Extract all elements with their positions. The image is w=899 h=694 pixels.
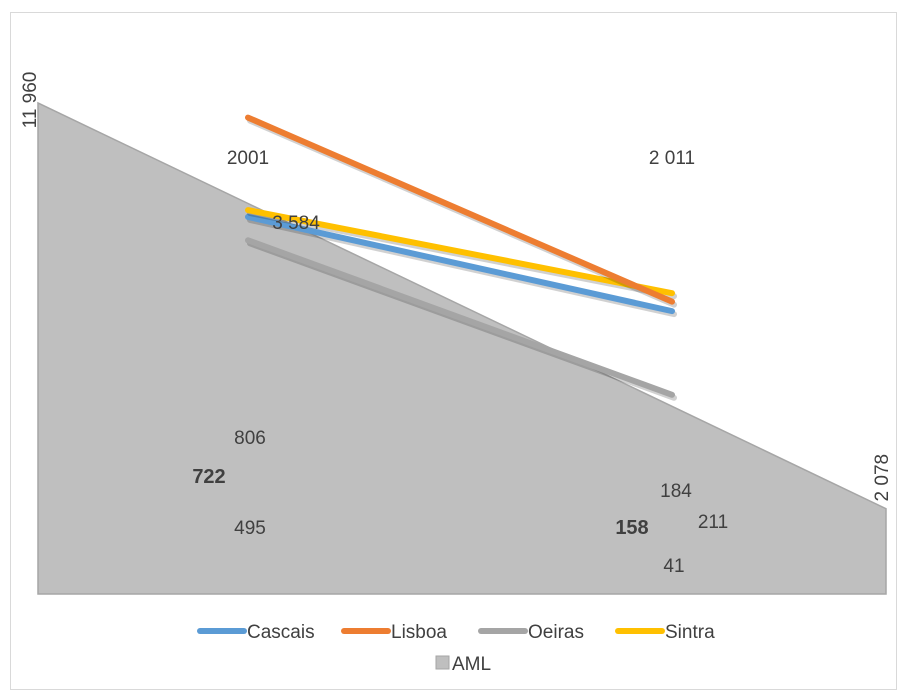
legend-label-cascais: Cascais — [247, 622, 315, 643]
series-line-oeiras — [245, 237, 675, 398]
data-labels: 722 158 3 584 184 495 41 806 211 — [192, 213, 728, 577]
series-line-cascais — [245, 213, 675, 315]
data-label-oeiras-1: 41 — [663, 556, 684, 577]
data-label-lisboa-1: 184 — [660, 481, 692, 502]
aml-end-label: 2 078 — [872, 454, 893, 502]
data-label-lisboa-0: 3 584 — [272, 213, 320, 234]
data-label-sintra-0: 806 — [234, 428, 266, 449]
category-label-1: 2 011 — [649, 148, 695, 169]
legend-label-sintra: Sintra — [665, 622, 715, 643]
chart-frame — [10, 12, 897, 690]
series-line-sintra — [245, 207, 675, 297]
legend: Cascais Lisboa Oeiras Sintra AML — [197, 622, 715, 675]
aml-area — [37, 101, 887, 595]
series-lines — [245, 114, 677, 401]
legend-label-oeiras: Oeiras — [528, 622, 584, 643]
aml-start-label: 11 960 — [20, 72, 41, 129]
data-label-cascais-1: 158 — [615, 517, 648, 539]
legend-label-aml: AML — [452, 654, 491, 675]
category-labels: 2001 2 011 — [227, 148, 695, 169]
series-line-lisboa — [245, 114, 675, 305]
data-label-oeiras-0: 495 — [234, 518, 266, 539]
data-label-cascais-0: 722 — [192, 466, 225, 488]
category-label-0: 2001 — [227, 148, 269, 169]
aml-area-layer: 11 960 2 078 — [20, 72, 893, 595]
data-label-sintra-1: 211 — [698, 512, 728, 533]
legend-label-lisboa: Lisboa — [391, 622, 447, 643]
legend-swatch-aml — [435, 655, 450, 670]
